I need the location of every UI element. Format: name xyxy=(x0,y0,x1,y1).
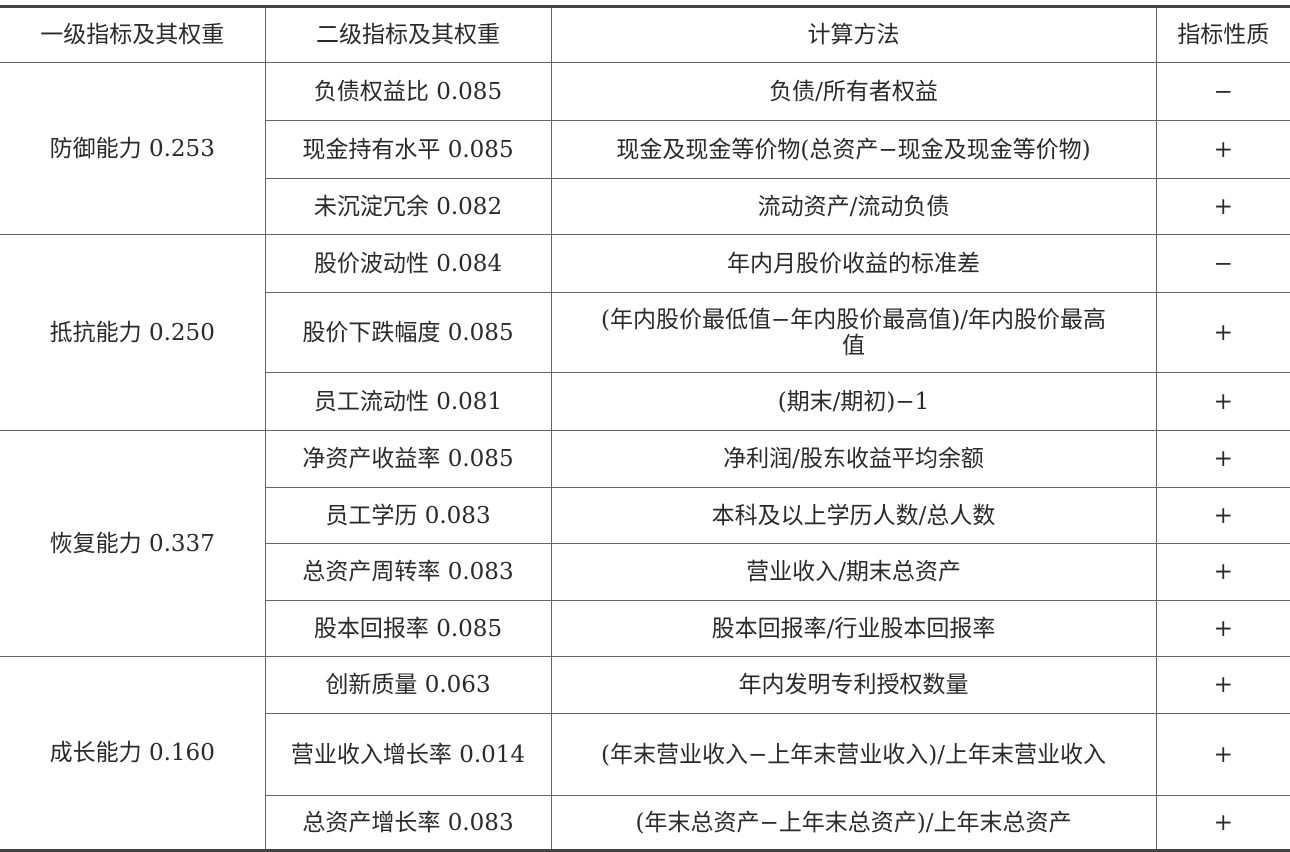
calculation-method: (期末/期初)−1 xyxy=(550,372,1157,431)
indicator-nature: + xyxy=(1155,487,1290,544)
secondary-indicator: 未沉淀冗余 0.082 xyxy=(265,178,552,235)
table-row: 现金持有水平 0.085 现金及现金等价物(总资产−现金及现金等价物) + xyxy=(0,120,1290,179)
secondary-indicator: 现金持有水平 0.085 xyxy=(265,120,552,179)
indicator-nature: + xyxy=(1155,656,1290,714)
table-row: 防御能力 0.253 负债权益比 0.085 负债/所有者权益 − xyxy=(0,62,1290,235)
table-row: 员工学历 0.083 本科及以上学历人数/总人数 + xyxy=(0,487,1290,544)
calculation-method: (年末营业收入−上年末营业收入)/上年末营业收入 xyxy=(550,713,1157,796)
secondary-indicator: 创新质量 0.063 xyxy=(264,656,552,714)
calculation-method: (年末总资产−上年末总资产)/上年末总资产 xyxy=(550,795,1157,851)
secondary-indicator: 负债权益比 0.085 xyxy=(264,62,552,121)
indicator-nature: − xyxy=(1155,62,1290,121)
calculation-method: 年内发明专利授权数量 xyxy=(550,656,1157,714)
table-row: 股本回报率 0.085 股本回报率/行业股本回报率 + xyxy=(0,600,1290,657)
table-row: 总资产周转率 0.083 营业收入/期末总资产 + xyxy=(0,543,1290,601)
secondary-indicator: 员工流动性 0.081 xyxy=(265,372,552,431)
header-primary: 一级指标及其权重 xyxy=(0,6,266,63)
indicator-nature: − xyxy=(1155,234,1290,293)
indicator-nature: + xyxy=(1155,713,1290,796)
secondary-indicator: 总资产增长率 0.083 xyxy=(265,795,552,851)
secondary-indicator: 净资产收益率 0.085 xyxy=(264,430,552,488)
calculation-method: 营业收入/期末总资产 xyxy=(550,543,1157,601)
calculation-method: 年内月股价收益的标准差 xyxy=(550,234,1157,293)
table-row: 抵抗能力 0.250 股价波动性 0.084 年内月股价收益的标准差 − xyxy=(0,234,1290,431)
indicator-nature: + xyxy=(1155,372,1290,431)
calculation-method: 股本回报率/行业股本回报率 xyxy=(550,600,1157,657)
indicator-nature: + xyxy=(1155,543,1290,601)
table-row: 员工流动性 0.081 (期末/期初)−1 + xyxy=(0,372,1290,431)
primary-indicator: 恢复能力 0.337 xyxy=(0,430,266,657)
table-row: 恢复能力 0.337 净资产收益率 0.085 净利润/股东收益平均余额 + xyxy=(0,430,1290,657)
table-row: 营业收入增长率 0.014 (年末营业收入−上年末营业收入)/上年末营业收入 + xyxy=(0,713,1290,796)
secondary-indicator: 股本回报率 0.085 xyxy=(265,600,552,657)
indicator-nature: + xyxy=(1155,120,1290,179)
header-nature: 指标性质 xyxy=(1155,6,1290,63)
primary-indicator: 成长能力 0.160 xyxy=(0,656,266,851)
table-row: 未沉淀冗余 0.082 流动资产/流动负债 + xyxy=(0,178,1290,235)
header-secondary: 二级指标及其权重 xyxy=(264,6,552,63)
indicator-nature: + xyxy=(1155,600,1290,657)
indicator-table: 一级指标及其权重 二级指标及其权重 计算方法 指标性质 防御能力 0.253 负债… xyxy=(0,5,1290,852)
secondary-indicator: 股价下跌幅度 0.085 xyxy=(265,292,552,373)
calculation-method: (年内股价最低值−年内股价最高值)/年内股价最高值 xyxy=(550,292,1157,373)
table-row: 股价下跌幅度 0.085 (年内股价最低值−年内股价最高值)/年内股价最高值 + xyxy=(0,292,1290,373)
calculation-method: 负债/所有者权益 xyxy=(550,62,1157,121)
indicator-nature: + xyxy=(1155,292,1290,373)
secondary-indicator: 股价波动性 0.084 xyxy=(264,234,552,293)
table-row: 总资产增长率 0.083 (年末总资产−上年末总资产)/上年末总资产 + xyxy=(0,795,1290,851)
calculation-method: 净利润/股东收益平均余额 xyxy=(550,430,1157,488)
header-row: 一级指标及其权重 二级指标及其权重 计算方法 指标性质 xyxy=(0,6,1290,63)
calculation-method: 流动资产/流动负债 xyxy=(550,178,1157,235)
indicator-nature: + xyxy=(1155,178,1290,235)
header-method: 计算方法 xyxy=(550,6,1157,63)
secondary-indicator: 员工学历 0.083 xyxy=(265,487,552,544)
secondary-indicator: 营业收入增长率 0.014 xyxy=(265,713,552,796)
primary-indicator: 抵抗能力 0.250 xyxy=(0,234,266,431)
primary-indicator: 防御能力 0.253 xyxy=(0,62,266,235)
calculation-method: 本科及以上学历人数/总人数 xyxy=(550,487,1157,544)
secondary-indicator: 总资产周转率 0.083 xyxy=(265,543,552,601)
indicator-nature: + xyxy=(1155,795,1290,851)
table-row: 成长能力 0.160 创新质量 0.063 年内发明专利授权数量 + xyxy=(0,656,1290,851)
calculation-method: 现金及现金等价物(总资产−现金及现金等价物) xyxy=(550,120,1157,179)
indicator-nature: + xyxy=(1155,430,1290,488)
